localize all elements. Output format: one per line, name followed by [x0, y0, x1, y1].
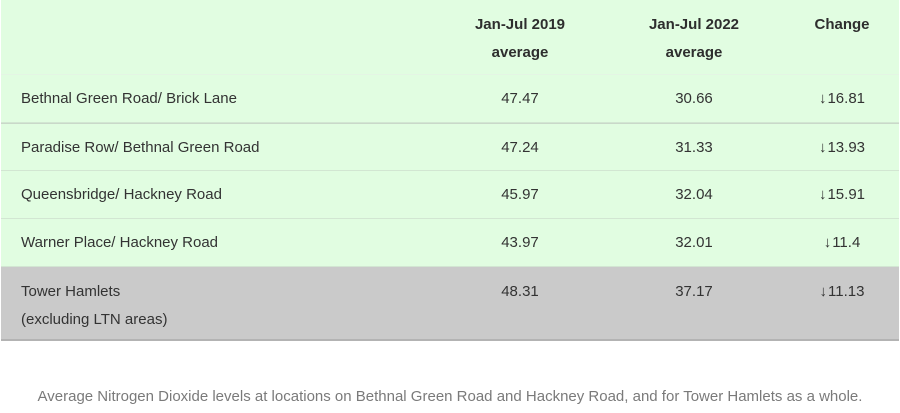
table-total-row: Tower Hamlets (excluding LTN areas) 48.3… [1, 267, 899, 341]
header-2019-line1: Jan-Jul 2019 [474, 16, 566, 33]
total-2019-value: 48.31 [501, 283, 539, 300]
row-change: ↓15.91 [785, 171, 899, 218]
row-location: Paradise Row/ Bethnal Green Road [21, 139, 260, 156]
row-2019-value: 47.47 [501, 90, 539, 107]
row-location: Bethnal Green Road/ Brick Lane [21, 90, 237, 107]
header-change: Change [814, 16, 870, 33]
no2-comparison-table: Jan-Jul 2019 average Jan-Jul 2022 averag… [1, 0, 899, 341]
row-location: Warner Place/ Hackney Road [21, 234, 219, 251]
row-2019-value: 47.24 [501, 139, 539, 156]
total-change: ↓11.13 [785, 267, 899, 339]
row-2019-value: 43.97 [501, 234, 539, 251]
row-2019-value: 45.97 [501, 186, 539, 203]
header-2019: Jan-Jul 2019 average [437, 0, 603, 74]
header-2022: Jan-Jul 2022 average [603, 0, 785, 74]
header-2022-line1: Jan-Jul 2022 [648, 16, 740, 33]
row-change: ↓16.81 [785, 75, 899, 122]
table-row: Warner Place/ Hackney Road 43.97 32.01 ↓… [1, 219, 899, 267]
table-row: Paradise Row/ Bethnal Green Road 47.24 3… [1, 123, 899, 171]
table-row: Bethnal Green Road/ Brick Lane 47.47 30.… [1, 75, 899, 123]
row-change-value: 15.91 [827, 186, 866, 203]
row-2022-value: 32.01 [675, 234, 713, 251]
total-location-line1: Tower Hamlets [21, 283, 121, 300]
row-change: ↓11.4 [785, 219, 899, 266]
header-2019-line2: average [491, 44, 549, 61]
total-location-line2: (excluding LTN areas) [21, 311, 168, 328]
total-2022-value: 37.17 [675, 283, 713, 300]
row-2022-value: 32.04 [675, 186, 713, 203]
down-arrow-icon: ↓ [823, 234, 832, 251]
table-header-row: Jan-Jul 2019 average Jan-Jul 2022 averag… [1, 0, 899, 75]
header-2022-line2: average [665, 44, 723, 61]
down-arrow-icon: ↓ [818, 186, 827, 203]
table-row: Queensbridge/ Hackney Road 45.97 32.04 ↓… [1, 171, 899, 219]
row-change-value: 13.93 [827, 139, 866, 156]
header-location [1, 0, 437, 74]
table-caption: Average Nitrogen Dioxide levels at locat… [37, 388, 863, 405]
row-change: ↓13.93 [785, 124, 899, 170]
row-change-value: 16.81 [827, 90, 866, 107]
down-arrow-icon: ↓ [818, 90, 827, 107]
row-2022-value: 31.33 [675, 139, 713, 156]
total-change-value: 11.13 [828, 283, 865, 300]
down-arrow-icon: ↓ [818, 139, 827, 156]
total-location: Tower Hamlets (excluding LTN areas) [1, 267, 437, 339]
row-location: Queensbridge/ Hackney Road [21, 186, 222, 203]
down-arrow-icon: ↓ [819, 283, 828, 300]
row-change-value: 11.4 [832, 234, 861, 251]
row-2022-value: 30.66 [675, 90, 713, 107]
